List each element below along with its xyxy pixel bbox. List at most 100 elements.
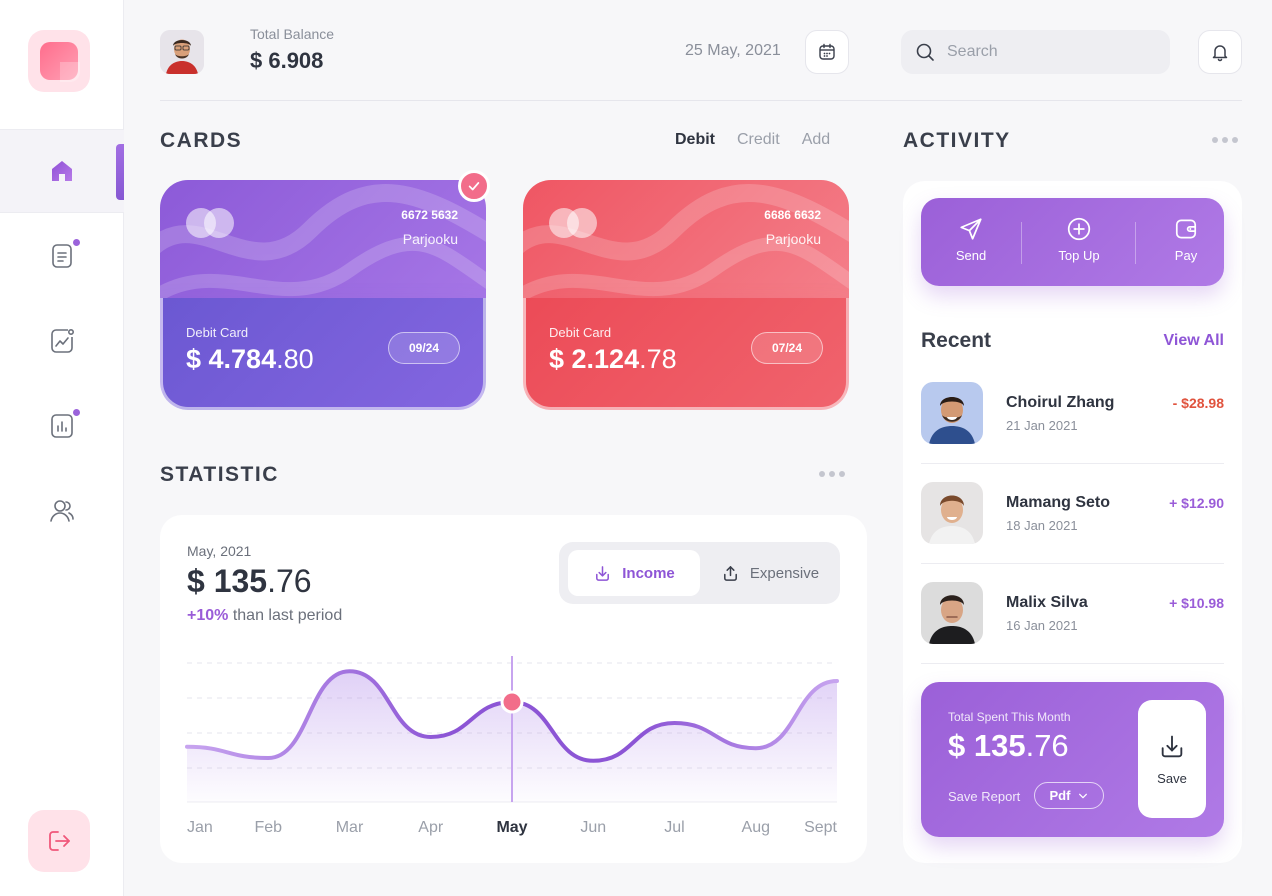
notifications-button[interactable] [1198, 30, 1242, 74]
card-balance-cents: .78 [639, 344, 677, 374]
chart-x-axis: Jan Feb Mar Apr May Jun Jul Aug Sept [187, 819, 838, 836]
current-date: 25 May, 2021 [685, 42, 781, 59]
tab-debit[interactable]: Debit [675, 131, 715, 148]
search-input[interactable] [947, 43, 1147, 61]
header-divider [160, 100, 1242, 101]
expense-tab[interactable]: Expensive [705, 550, 835, 596]
send-icon [960, 218, 982, 240]
transaction-name: Mamang Seto [1006, 494, 1111, 511]
income-tab[interactable]: Income [568, 550, 700, 596]
card-type: Debit Card [549, 325, 612, 340]
total-balance-value: $ 6.908 [250, 48, 324, 73]
tab-add[interactable]: Add [801, 131, 831, 148]
users-icon [48, 497, 76, 525]
stat-amount-cents: .76 [267, 563, 312, 599]
total-spent-main: $ 135 [948, 728, 1026, 763]
card-holder: Parjooku [765, 231, 821, 247]
chart-highlight-point[interactable] [500, 690, 524, 714]
action-divider [1135, 222, 1136, 264]
card-type: Debit Card [186, 325, 249, 340]
stat-change: +10% than last period [187, 607, 342, 625]
card-top: 6686 6632 Parjooku [523, 180, 849, 300]
card-balance: $ 4.784.80 [186, 344, 314, 375]
card-number: 6672 5632 [401, 208, 458, 222]
statistic-more-icon[interactable] [819, 471, 845, 477]
bank-card-2[interactable]: 6686 6632 Parjooku Debit Card $ 2.124.78… [523, 180, 849, 410]
x-tick-label: Jun [580, 819, 606, 836]
sidebar-item-documents[interactable] [0, 214, 124, 298]
notification-dot [73, 409, 80, 416]
view-all-link[interactable]: View All [1163, 332, 1224, 349]
user-avatar[interactable] [160, 30, 204, 74]
card-top: 6672 5632 Parjooku [160, 180, 486, 300]
total-balance-label: Total Balance [250, 26, 335, 42]
transaction-amount: - $28.98 [1172, 395, 1224, 411]
transaction-row[interactable]: Mamang Seto 18 Jan 2021 + $12.90 [921, 464, 1224, 564]
save-report-button[interactable]: Save [1138, 700, 1206, 818]
search-icon [916, 43, 934, 61]
transaction-date: 21 Jan 2021 [1006, 418, 1078, 433]
transaction-avatar [921, 482, 983, 544]
transaction-row[interactable]: Malix Silva 16 Jan 2021 + $10.98 [921, 564, 1224, 664]
x-tick-label: Apr [418, 819, 444, 836]
x-tick-label: Jul [664, 819, 684, 836]
tab-credit[interactable]: Credit [737, 131, 780, 148]
transaction-row[interactable]: Choirul Zhang 21 Jan 2021 - $28.98 [921, 364, 1224, 464]
send-button[interactable]: Send [926, 216, 1016, 263]
card-balance-cents: .80 [276, 344, 314, 374]
total-spent-card: Total Spent This Month $ 135.76 Save Rep… [921, 682, 1224, 837]
card-bottom [523, 298, 849, 410]
total-spent-label: Total Spent This Month [948, 710, 1071, 724]
logo-mark [40, 42, 80, 82]
pay-button[interactable]: Pay [1141, 216, 1231, 263]
x-tick-label: Mar [336, 819, 364, 836]
pay-label: Pay [1174, 248, 1198, 263]
card-balance-main: $ 4.784 [186, 344, 277, 374]
sidebar-item-reports[interactable] [0, 384, 124, 468]
top-up-label: Top Up [1058, 248, 1100, 263]
trend-icon [48, 327, 76, 355]
stat-period: May, 2021 [187, 543, 252, 559]
action-divider [1021, 222, 1022, 264]
search-bar[interactable] [901, 30, 1170, 74]
report-format-select[interactable]: Pdf [1034, 782, 1104, 809]
top-up-button[interactable]: Top Up [1034, 216, 1124, 263]
wallet-icon [1175, 219, 1197, 239]
bell-icon [1212, 45, 1228, 62]
card-balance-main: $ 2.124 [549, 344, 640, 374]
calendar-button[interactable] [805, 30, 849, 74]
card-expiry: 09/24 [388, 332, 460, 364]
x-tick-label: Sept [804, 819, 837, 836]
transaction-name: Choirul Zhang [1006, 394, 1115, 411]
logout-icon [49, 831, 70, 851]
logout-button[interactable] [28, 810, 90, 872]
bank-card-1[interactable]: 6672 5632 Parjooku Debit Card $ 4.784.80… [160, 180, 486, 410]
sidebar-item-home[interactable] [0, 129, 124, 213]
stat-amount-main: $ 135 [187, 563, 268, 599]
transaction-date: 18 Jan 2021 [1006, 518, 1078, 533]
sidebar-item-analytics[interactable] [0, 299, 124, 383]
x-tick-label: May [496, 819, 527, 836]
activity-title: ACTIVITY [903, 129, 1011, 152]
transaction-avatar [921, 582, 983, 644]
stat-change-text: than last period [228, 607, 343, 624]
transaction-name: Malix Silva [1006, 594, 1088, 611]
save-label: Save [1157, 770, 1187, 786]
chevron-down-icon [1079, 793, 1088, 798]
card-balance: $ 2.124.78 [549, 344, 677, 375]
card-bottom [160, 298, 486, 410]
activity-more-icon[interactable] [1212, 137, 1238, 143]
document-icon [48, 239, 80, 270]
statistic-chart[interactable]: Jan Feb Mar Apr May Jun Jul Aug Sept [160, 645, 867, 863]
app-logo[interactable] [28, 30, 90, 92]
total-spent-cents: .76 [1025, 728, 1069, 763]
transaction-amount: + $12.90 [1169, 495, 1224, 511]
upload-icon [723, 565, 737, 581]
income-label: Income [622, 564, 675, 582]
statistic-title: STATISTIC [160, 463, 279, 486]
stat-change-value: +10% [187, 607, 229, 624]
sidebar-item-users[interactable] [0, 469, 124, 553]
transaction-date: 16 Jan 2021 [1006, 618, 1078, 633]
recent-title: Recent [921, 329, 992, 352]
card-brand-icon [186, 208, 234, 238]
